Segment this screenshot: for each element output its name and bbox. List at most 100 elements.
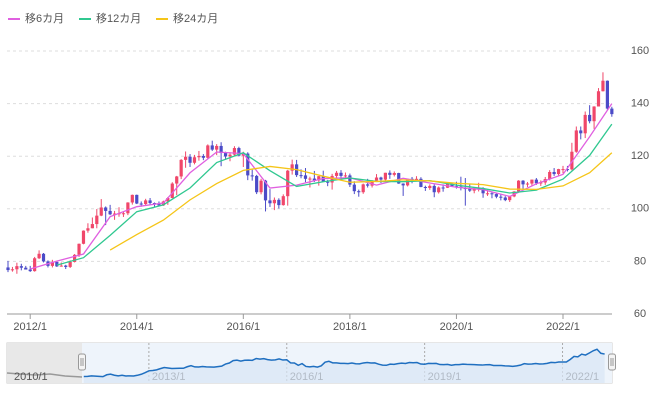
candle-body (144, 200, 148, 205)
y-tick-label: 120 (631, 150, 649, 162)
legend-label: 移12カ月 (96, 12, 141, 25)
candle-body (192, 157, 197, 163)
candle-body (601, 80, 605, 92)
candle-body (610, 108, 614, 115)
candle-body (503, 197, 507, 201)
candle-body (366, 184, 370, 186)
candle-body (188, 156, 192, 163)
candle-body (561, 169, 565, 171)
candle-body (481, 188, 485, 194)
navigator-line (83, 348, 605, 378)
candle-body (148, 200, 152, 204)
candle-body (383, 172, 387, 180)
candle-body (157, 204, 161, 206)
candle-body (104, 207, 108, 211)
candle-body (588, 114, 592, 122)
candle-body (108, 210, 112, 215)
candle-body (574, 130, 578, 152)
candle-body (99, 207, 103, 216)
candle-body (414, 178, 419, 181)
candle-body (556, 169, 561, 175)
candle-body (379, 177, 383, 180)
candle-body (126, 202, 130, 214)
candle-body (263, 180, 268, 201)
candle-body (605, 80, 609, 109)
x-tick-label: 2022/1 (546, 321, 580, 333)
candle-body (392, 173, 396, 175)
candle-body (339, 172, 343, 176)
y-tick-label: 100 (631, 203, 649, 215)
candle-body (419, 178, 423, 187)
ma-line (30, 103, 613, 270)
candle-body (437, 187, 441, 193)
candle-body (28, 269, 32, 272)
candle-body (308, 178, 312, 180)
legend-label: 移6カ月 (25, 12, 64, 25)
candle-body (215, 145, 219, 150)
candle-body (197, 155, 201, 158)
candle-body (494, 194, 498, 197)
candle-body (330, 175, 334, 183)
candle-body (579, 130, 583, 134)
candle-body (370, 180, 374, 186)
candle-body (10, 269, 15, 271)
y-tick-label: 60 (634, 308, 646, 320)
candle-body (112, 213, 117, 215)
candle-body (228, 154, 232, 157)
candle-body (468, 189, 472, 191)
candle-body (77, 243, 81, 255)
candle-body (548, 171, 552, 180)
candle-body (19, 266, 23, 268)
candle-body (259, 180, 263, 193)
navigator-prior-line (6, 372, 83, 378)
navigator-handle[interactable] (78, 353, 86, 371)
candle-body (499, 196, 503, 198)
candle-body (166, 198, 170, 202)
candle-body (59, 265, 63, 267)
candle-body (428, 185, 432, 189)
candle-body (352, 184, 356, 192)
candle-body (179, 159, 183, 177)
candle-body (246, 153, 250, 176)
candle-body (237, 148, 241, 156)
candle-body (299, 175, 303, 177)
candle-body (152, 203, 157, 205)
navigator-handle[interactable] (608, 353, 616, 371)
navigator-area (83, 349, 605, 383)
y-tick-label: 140 (631, 98, 649, 110)
candle-body (388, 172, 392, 175)
candle-body (130, 194, 134, 203)
y-tick-label: 160 (631, 45, 649, 57)
candle-body (539, 182, 543, 184)
candle-body (64, 265, 68, 267)
y-tick-label: 80 (634, 255, 646, 267)
candle-body (432, 185, 436, 193)
candle-body (268, 200, 272, 204)
candle-body (317, 176, 321, 181)
candle-body (357, 191, 361, 193)
candle-body (423, 186, 427, 189)
candle-body (41, 253, 46, 262)
navigator-tick-label: 2010/1 (14, 371, 48, 383)
candle-body (73, 254, 77, 262)
candle-body (326, 181, 330, 183)
x-tick-label: 2012/1 (13, 321, 47, 333)
candle-body (37, 253, 41, 259)
candle-body (361, 184, 365, 193)
candle-body (334, 172, 339, 176)
candle-body (201, 155, 205, 158)
candle-body (521, 180, 525, 185)
candle-body (184, 156, 188, 160)
candle-body (490, 193, 494, 195)
candle-body (552, 171, 556, 175)
candle-body (303, 175, 308, 179)
candle-body (170, 183, 174, 199)
candle-body (508, 196, 512, 201)
candle-body (525, 183, 530, 185)
candle-body (374, 177, 379, 181)
candle-body (472, 188, 476, 191)
x-tick-label: 2016/1 (226, 321, 260, 333)
candle-body (6, 267, 10, 271)
